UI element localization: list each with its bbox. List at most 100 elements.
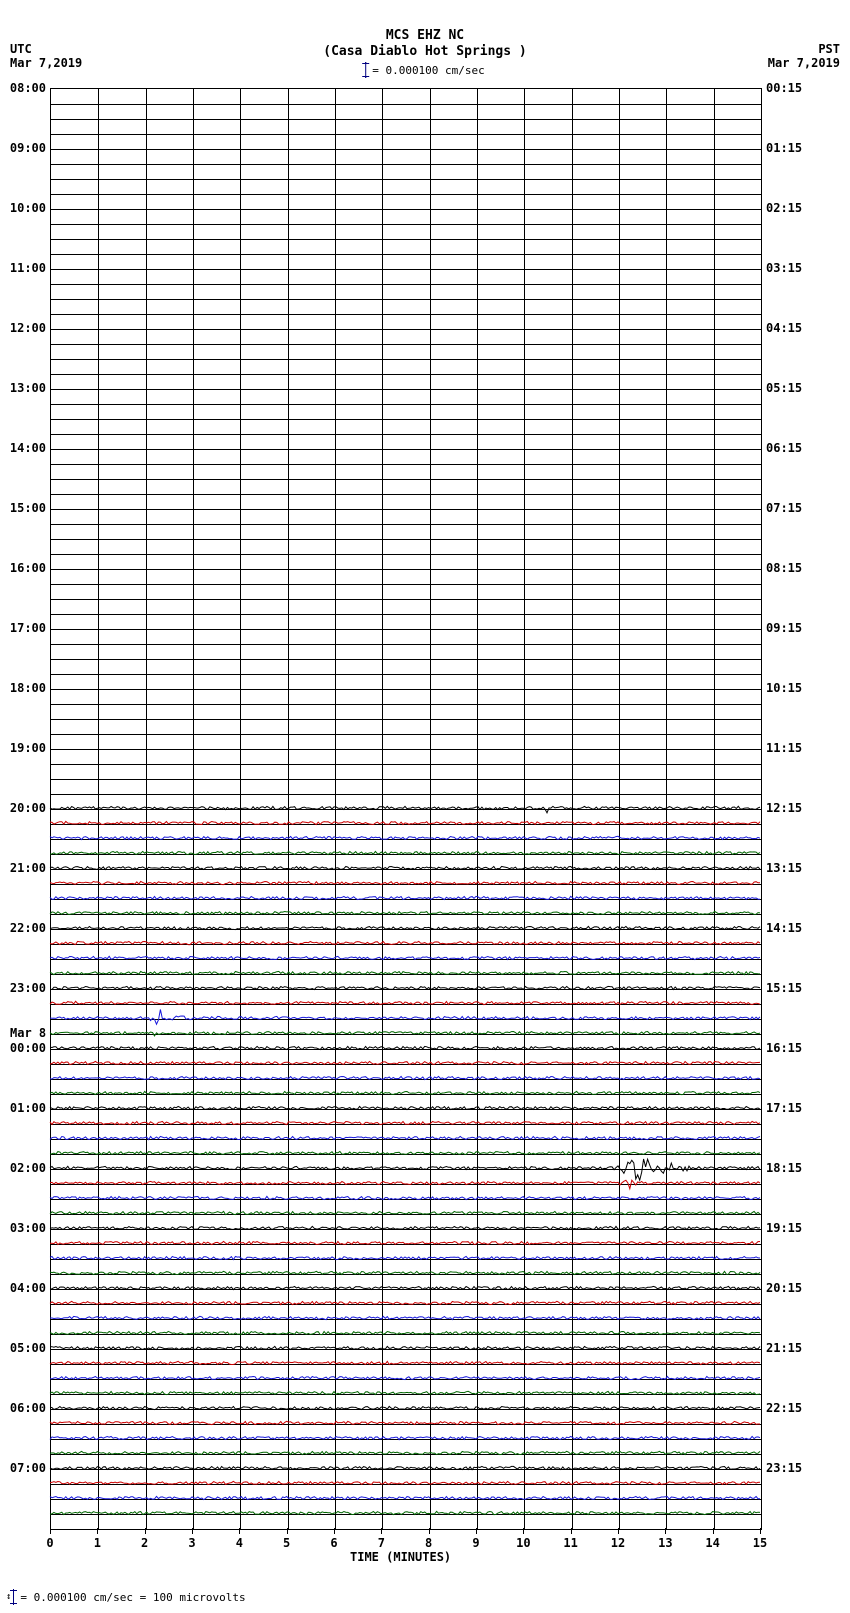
trace-line (50, 836, 760, 839)
hour-label-utc: 05:00 (4, 1341, 46, 1355)
trace-line (50, 1421, 760, 1424)
trace-line (50, 866, 760, 869)
trace-line (50, 1466, 760, 1469)
tz-left: UTC (10, 42, 32, 56)
trace-line (50, 1136, 760, 1139)
trace-line (50, 1121, 760, 1124)
hour-label-utc: 08:00 (4, 81, 46, 95)
hour-label-pst: 01:15 (766, 141, 802, 155)
trace-line (50, 1451, 760, 1454)
trace-line (50, 1496, 760, 1499)
hour-label-utc: 13:00 (4, 381, 46, 395)
trace-line (50, 1436, 760, 1439)
hour-label-pst: 02:15 (766, 201, 802, 215)
hour-label-utc: 23:00 (4, 981, 46, 995)
trace-line (50, 1032, 760, 1036)
trace-line (50, 1010, 760, 1025)
hour-label-utc: 21:00 (4, 861, 46, 875)
hour-label-utc: 19:00 (4, 741, 46, 755)
hour-label-pst: 17:15 (766, 1101, 802, 1115)
hour-label-utc: 03:00 (4, 1221, 46, 1235)
footer-scale: ↕ = 0.000100 cm/sec = 100 microvolts (6, 1589, 246, 1605)
trace-line (50, 1511, 760, 1514)
hour-label-utc: 22:00 (4, 921, 46, 935)
date-right: Mar 7,2019 (768, 56, 840, 70)
trace-line (50, 1159, 760, 1180)
trace-line (50, 1346, 760, 1349)
hour-label-utc: 07:00 (4, 1461, 46, 1475)
trace-line (50, 1226, 760, 1229)
hour-label-utc: 10:00 (4, 201, 46, 215)
trace-line (50, 1271, 760, 1274)
trace-line (50, 896, 760, 899)
trace-line (50, 1406, 760, 1409)
hour-label-utc: 12:00 (4, 321, 46, 335)
hour-label-utc: 16:00 (4, 561, 46, 575)
trace-line (50, 1106, 760, 1109)
hour-label-utc: 04:00 (4, 1281, 46, 1295)
trace-line (50, 851, 760, 854)
trace-line (50, 911, 760, 914)
footer-scale-bar-icon (13, 1589, 14, 1605)
trace-line (50, 1091, 760, 1094)
hour-label-pst: 07:15 (766, 501, 802, 515)
hour-label-utc: 15:00 (4, 501, 46, 515)
hour-label-pst: 05:15 (766, 381, 802, 395)
hour-label-pst: 16:15 (766, 1041, 802, 1055)
trace-line (50, 926, 760, 929)
seismic-traces (50, 68, 760, 1548)
hour-label-pst: 03:15 (766, 261, 802, 275)
hour-label-pst: 06:15 (766, 441, 802, 455)
trace-line (50, 1256, 760, 1259)
hour-label-pst: 09:15 (766, 621, 802, 635)
trace-line (50, 956, 760, 959)
footer-tick-icon: ↕ (6, 1592, 11, 1602)
hour-label-utc: 06:00 (4, 1401, 46, 1415)
trace-line (50, 1151, 760, 1154)
trace-line (50, 1076, 760, 1079)
station-code: MCS EHZ NC (0, 28, 850, 43)
hour-label-pst: 04:15 (766, 321, 802, 335)
trace-line (50, 1001, 760, 1004)
x-tick (760, 1528, 761, 1534)
hour-label-pst: 10:15 (766, 681, 802, 695)
footer-text: = 0.000100 cm/sec = 100 microvolts (20, 1591, 245, 1604)
trace-line (50, 1481, 760, 1484)
hour-label-pst: 18:15 (766, 1161, 802, 1175)
hour-label-utc: 02:00 (4, 1161, 46, 1175)
station-name: (Casa Diablo Hot Springs ) (0, 44, 850, 59)
trace-line (50, 1391, 760, 1394)
hour-label-pst: 00:15 (766, 81, 802, 95)
trace-line (50, 1211, 760, 1214)
trace-line (50, 821, 760, 824)
trace-line (50, 1286, 760, 1289)
hour-label-pst: 22:15 (766, 1401, 802, 1415)
hour-label-utc: 17:00 (4, 621, 46, 635)
trace-line (50, 1046, 760, 1049)
trace-line (50, 1196, 760, 1199)
hour-label-pst: 13:15 (766, 861, 802, 875)
hour-label-pst: 11:15 (766, 741, 802, 755)
trace-line (50, 1301, 760, 1304)
hour-label-pst: 08:15 (766, 561, 802, 575)
hour-label-utc: 20:00 (4, 801, 46, 815)
hour-label-utc: 11:00 (4, 261, 46, 275)
hour-label-utc: 00:00 (4, 1041, 46, 1055)
trace-line (50, 1376, 760, 1379)
trace-line (50, 986, 760, 989)
hour-label-utc: 14:00 (4, 441, 46, 455)
trace-line (50, 1361, 760, 1364)
hour-label-utc: 01:00 (4, 1101, 46, 1115)
hour-label-pst: 20:15 (766, 1281, 802, 1295)
hour-label-pst: 19:15 (766, 1221, 802, 1235)
x-axis-title: TIME (MINUTES) (350, 1550, 451, 1564)
trace-line (50, 881, 760, 884)
trace-line (50, 1331, 760, 1334)
trace-line (50, 971, 760, 974)
hour-label-utc: 09:00 (4, 141, 46, 155)
hour-label-pst: 23:15 (766, 1461, 802, 1475)
tz-right: PST (818, 42, 840, 56)
trace-line (50, 1316, 760, 1319)
seismogram-container: MCS EHZ NC (Casa Diablo Hot Springs ) = … (0, 0, 850, 1613)
intermediate-date: Mar 8 (10, 1026, 46, 1040)
